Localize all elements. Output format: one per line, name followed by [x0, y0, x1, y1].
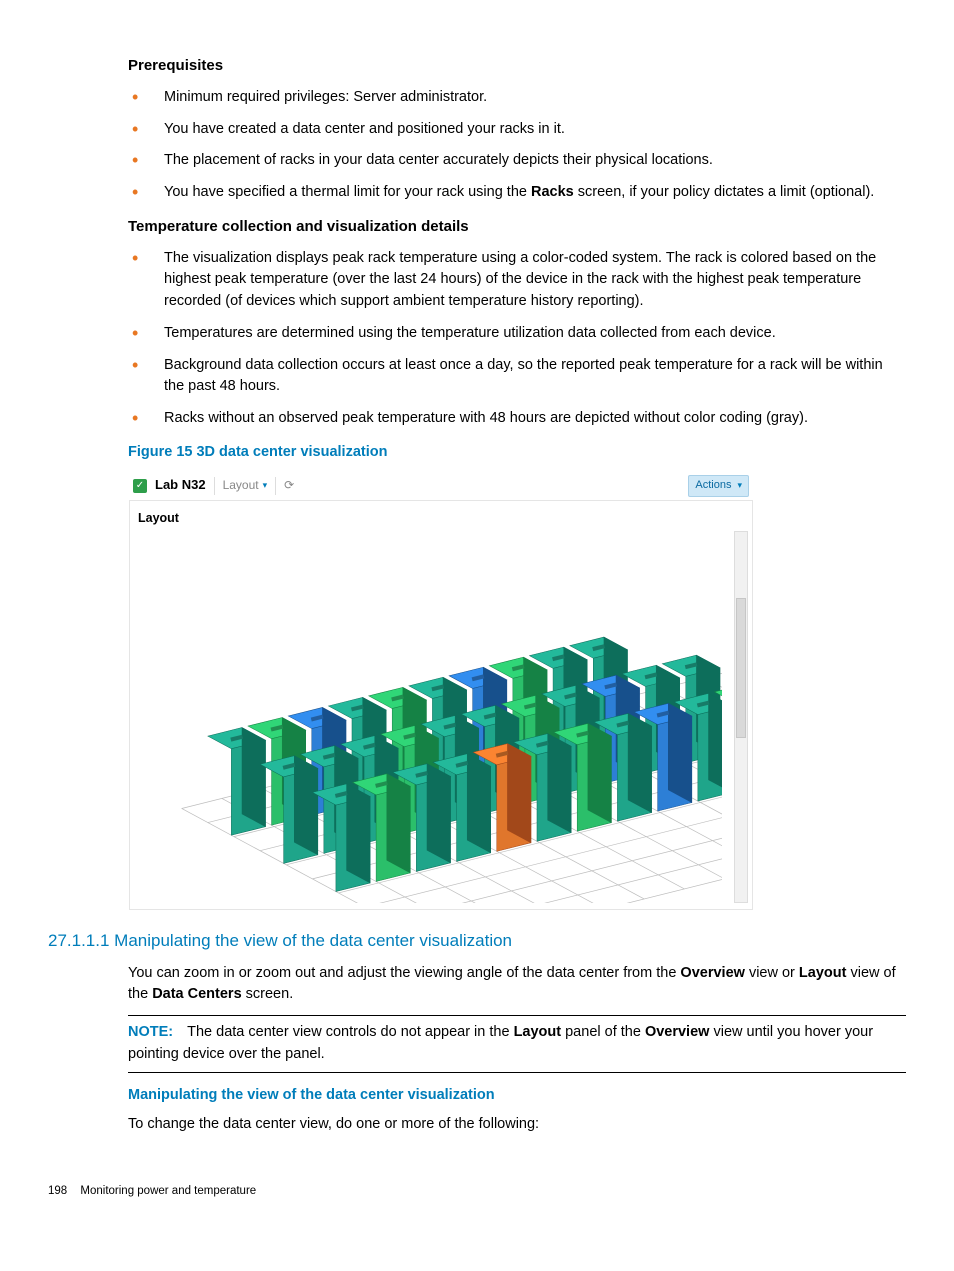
- list-item: The placement of racks in your data cent…: [128, 150, 906, 172]
- paragraph: You can zoom in or zoom out and adjust t…: [128, 963, 906, 1005]
- 3d-scene: [136, 531, 722, 903]
- list-item: You have specified a thermal limit for y…: [128, 182, 906, 204]
- text: You can zoom in or zoom out and adjust t…: [128, 965, 680, 981]
- list-item: Minimum required privileges: Server admi…: [128, 87, 906, 109]
- scrollbar-thumb[interactable]: [736, 598, 746, 738]
- chevron-down-icon: ▾: [263, 479, 268, 492]
- list-item: Racks without an observed peak temperatu…: [128, 408, 906, 430]
- note-label: NOTE:: [128, 1024, 173, 1040]
- note-block: NOTE: The data center view controls do no…: [128, 1015, 906, 1073]
- page-number: 198: [48, 1185, 67, 1197]
- heading-prerequisites: Prerequisites: [128, 55, 906, 77]
- paragraph: To change the data center view, do one o…: [128, 1114, 906, 1135]
- text: You have specified a thermal limit for y…: [164, 184, 531, 200]
- bold: Layout: [514, 1024, 562, 1040]
- separator: [275, 477, 276, 495]
- refresh-icon[interactable]: ⟳: [284, 477, 294, 494]
- actions-label: Actions: [695, 478, 731, 494]
- text: view or: [745, 965, 799, 981]
- dropdown-label: Layout: [223, 477, 259, 494]
- viz-toolbar: ✓ Lab N32 Layout ▾ ⟳ Actions ▾: [129, 472, 753, 500]
- scrollbar[interactable]: [734, 531, 748, 903]
- figure-caption: Figure 15 3D data center visualization: [128, 442, 906, 463]
- bold: Racks: [531, 184, 574, 200]
- list-item: Temperatures are determined using the te…: [128, 323, 906, 345]
- separator: [214, 477, 215, 495]
- prereq-list: Minimum required privileges: Server admi…: [128, 87, 906, 204]
- actions-button[interactable]: Actions ▾: [688, 475, 749, 497]
- text: The data center view controls do not app…: [187, 1024, 513, 1040]
- temp-list: The visualization displays peak rack tem…: [128, 248, 906, 430]
- list-item: The visualization displays peak rack tem…: [128, 248, 906, 313]
- panel-title: Layout: [138, 509, 179, 527]
- procedure-heading: Manipulating the view of the data center…: [128, 1085, 906, 1106]
- datacenter-title: Lab N32: [155, 476, 206, 495]
- bold: Layout: [799, 965, 847, 981]
- page-footer: 198 Monitoring power and temperature: [48, 1183, 906, 1200]
- datacenter-visualization: ✓ Lab N32 Layout ▾ ⟳ Actions ▾ Layout [ …: [128, 471, 754, 911]
- footer-title: Monitoring power and temperature: [80, 1185, 256, 1197]
- text: panel of the: [561, 1024, 645, 1040]
- status-check-icon: ✓: [133, 479, 147, 493]
- list-item: Background data collection occurs at lea…: [128, 355, 906, 399]
- list-item: You have created a data center and posit…: [128, 119, 906, 141]
- text: screen.: [242, 986, 294, 1002]
- bold: Data Centers: [152, 986, 241, 1002]
- bold: Overview: [645, 1024, 710, 1040]
- view-dropdown[interactable]: Layout ▾: [223, 477, 268, 494]
- 3d-canvas[interactable]: [136, 531, 722, 903]
- bold: Overview: [680, 965, 745, 981]
- section-heading: 27.1.1.1 Manipulating the view of the da…: [48, 929, 906, 954]
- heading-temp-details: Temperature collection and visualization…: [128, 216, 906, 238]
- text: screen, if your policy dictates a limit …: [574, 184, 875, 200]
- chevron-down-icon: ▾: [737, 479, 742, 492]
- viz-panel: Layout [ + ] [ - ] [ \ ] [ / ] 34 °C 13 …: [129, 500, 753, 910]
